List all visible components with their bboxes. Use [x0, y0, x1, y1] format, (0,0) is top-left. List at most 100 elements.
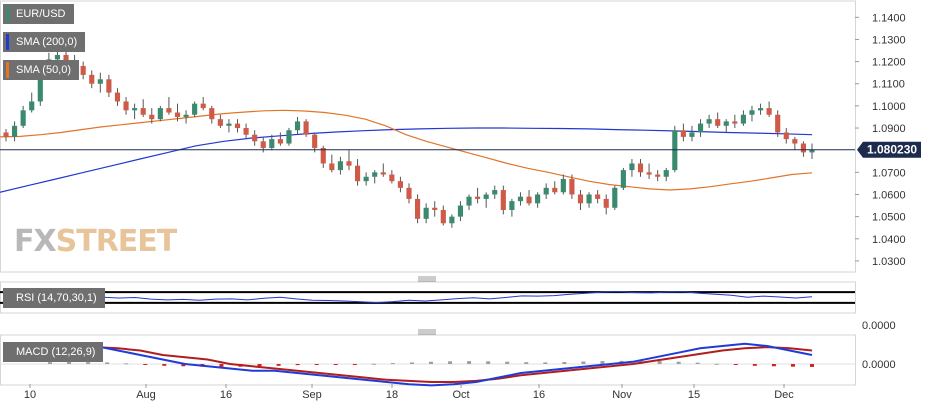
candle-body	[740, 114, 746, 124]
macd-histogram-bar	[543, 362, 548, 364]
candle	[792, 136, 798, 151]
y-tick-label: 1.0600	[872, 189, 906, 201]
macd-histogram-bar	[733, 364, 738, 365]
candle	[500, 185, 506, 215]
macd-axis-label: 0.0000	[862, 359, 896, 371]
candle-body	[603, 198, 609, 208]
candle-body	[475, 196, 481, 199]
candle-body	[106, 79, 112, 93]
candle	[80, 61, 86, 80]
legend-label-sma200: SMA (200,0)	[16, 36, 78, 48]
legend-macd[interactable]: MACD (12,26,9)	[3, 342, 104, 362]
candle	[106, 74, 112, 98]
macd-histogram-bar	[524, 362, 529, 364]
candle-body	[509, 201, 515, 210]
macd-histogram-bar	[86, 362, 91, 364]
candle	[595, 190, 601, 204]
candle-body	[54, 54, 61, 60]
legend-eurusd[interactable]: EUR/USD	[3, 4, 74, 24]
x-tick-label: Dec	[774, 389, 794, 401]
candle	[586, 192, 592, 208]
candle-body	[766, 108, 772, 115]
candle-body	[457, 205, 464, 217]
candle-body	[655, 174, 661, 177]
candle-body	[149, 114, 155, 120]
candle-body	[183, 114, 189, 117]
legend-sma50[interactable]: SMA (50,0)	[3, 60, 80, 80]
price-tag-label: 1.080230	[867, 143, 917, 157]
legend-label-macd: MACD (12,26,9)	[16, 346, 96, 358]
candle	[389, 170, 395, 184]
candle-body	[423, 207, 429, 219]
macd-histogram-bar	[657, 361, 662, 364]
macd-panel-frame	[0, 334, 856, 386]
macd-histogram-bar	[105, 362, 110, 364]
candle	[372, 170, 378, 184]
macd-histogram-bar	[143, 364, 148, 365]
candle	[466, 194, 472, 210]
rsi-axis-label: 0.0000	[862, 320, 896, 332]
candle	[140, 99, 146, 117]
rsi-resize-handle[interactable]	[418, 329, 436, 335]
candle-body	[166, 108, 172, 113]
candle-body	[174, 112, 181, 117]
candle-body	[209, 108, 215, 120]
candle	[89, 70, 95, 89]
candle	[509, 198, 515, 217]
candle-body	[234, 123, 241, 129]
candle-body	[269, 139, 275, 148]
candle-body	[432, 207, 438, 210]
candle	[680, 123, 686, 142]
candle	[723, 119, 729, 133]
candle-body	[492, 190, 498, 195]
candle-body	[706, 119, 712, 124]
candle	[166, 97, 172, 115]
candle-body	[89, 74, 95, 84]
legend-label-eurusd: EUR/USD	[16, 8, 66, 20]
candle-body	[586, 194, 592, 204]
candle	[775, 110, 781, 137]
candle	[312, 132, 318, 153]
candle-body	[560, 178, 566, 193]
macd-histogram-bar	[219, 364, 224, 367]
candle-body	[757, 108, 764, 111]
candle	[294, 116, 301, 135]
macd-histogram-bar	[295, 364, 300, 366]
candle-body	[783, 132, 789, 140]
candle	[174, 103, 181, 122]
macd-histogram-bar	[752, 364, 757, 366]
x-tick-label: 15	[688, 389, 700, 401]
candle-body	[243, 128, 249, 135]
legend-label-rsi: RSI (14,70,30,1)	[16, 292, 97, 304]
candle-body	[449, 216, 455, 224]
macd-histogram-bar	[581, 361, 586, 364]
candle	[809, 143, 815, 160]
candle-body	[123, 101, 129, 111]
candle	[732, 114, 738, 129]
candle-body	[620, 170, 626, 188]
candle	[183, 110, 189, 124]
candle-body	[3, 132, 9, 137]
macd-histogram-bar	[600, 361, 605, 364]
candle-body	[526, 196, 532, 204]
candle	[620, 167, 626, 191]
candle	[337, 156, 343, 175]
candle	[406, 183, 412, 204]
y-tick-label: 1.0700	[872, 167, 906, 179]
legend-sma200[interactable]: SMA (200,0)	[3, 32, 86, 52]
candle	[783, 128, 789, 144]
candle	[449, 214, 455, 228]
candle	[800, 141, 806, 157]
x-tick-label: Sep	[302, 389, 322, 401]
legend-rsi[interactable]: RSI (14,70,30,1)	[3, 288, 105, 308]
rsi-panel-frame	[0, 281, 856, 314]
candle	[329, 154, 335, 173]
candle-body	[397, 181, 403, 188]
x-tick-label: 18	[386, 389, 398, 401]
macd-histogram-bar	[771, 364, 776, 367]
candle	[320, 145, 326, 168]
main-resize-handle[interactable]	[418, 276, 436, 282]
candle	[569, 174, 575, 199]
candle	[286, 128, 292, 146]
candle	[552, 181, 558, 195]
